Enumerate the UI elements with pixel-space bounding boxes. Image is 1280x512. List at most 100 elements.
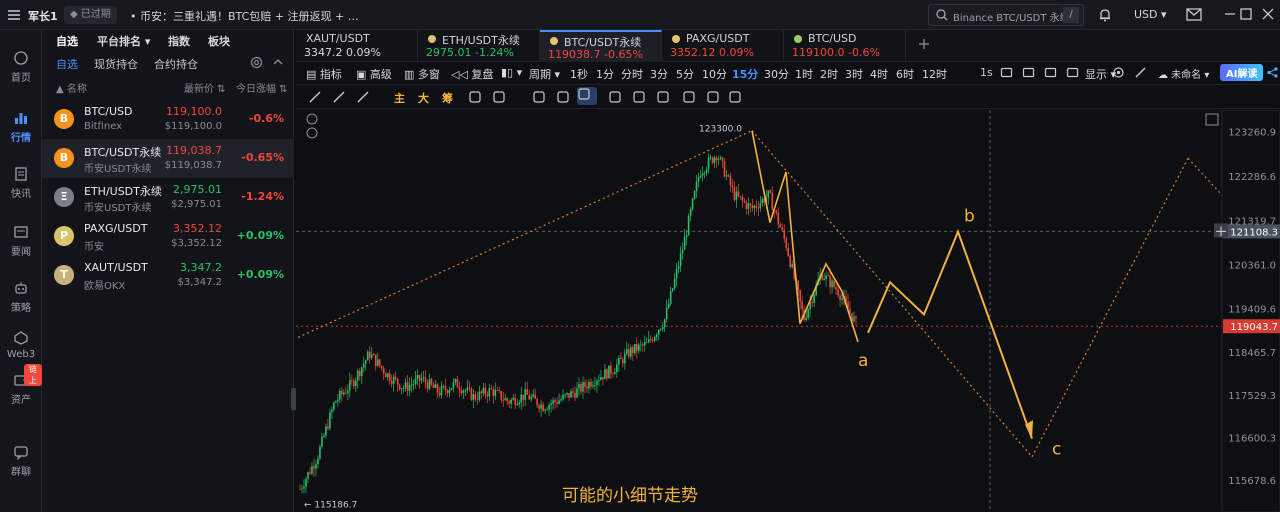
more-tools-icon[interactable] bbox=[356, 90, 369, 103]
note-icon[interactable] bbox=[656, 90, 669, 103]
replay-button[interactable]: ◁◁ 复盘 bbox=[451, 68, 494, 81]
nav-item-3[interactable]: 要闻 bbox=[0, 224, 42, 258]
news-ticker[interactable]: • 币安：三重礼遇！BTC包赔 + 注册返现 + … bbox=[130, 10, 359, 23]
copy-icon[interactable] bbox=[532, 90, 545, 103]
nav-item-0[interactable]: 首页 bbox=[0, 50, 42, 84]
nav-item-6[interactable]: 资产 链上 bbox=[0, 364, 42, 406]
tab-platform-rank[interactable]: 平台排名 ▾ bbox=[97, 35, 151, 48]
tab-index[interactable]: 指数 bbox=[168, 35, 190, 48]
nav-item-4[interactable]: 策略 bbox=[0, 280, 42, 314]
undo-icon[interactable] bbox=[682, 90, 695, 103]
ruler-icon[interactable] bbox=[556, 90, 569, 103]
nav-item-1[interactable]: 行情 bbox=[0, 110, 42, 144]
timeframe-3分[interactable]: 3分 bbox=[650, 68, 668, 81]
camera-icon[interactable] bbox=[1000, 66, 1013, 79]
timeframe-1时[interactable]: 1时 bbox=[795, 68, 813, 81]
candle-body bbox=[576, 388, 578, 398]
candle-body bbox=[667, 303, 670, 308]
symbol-tab[interactable]: BTC/USDT永续 119038.7 -0.65% bbox=[540, 30, 662, 62]
timeframe-4时[interactable]: 4时 bbox=[870, 68, 888, 81]
username[interactable]: 军长1 bbox=[28, 10, 58, 23]
share-icon[interactable] bbox=[1266, 66, 1279, 79]
timeframe-30分[interactable]: 30分 bbox=[764, 68, 789, 81]
col-change[interactable]: 今日涨幅 ⇅ bbox=[236, 84, 288, 95]
watchlist-subtabs: 自选 现货持仓 合约持仓 bbox=[42, 54, 294, 72]
symbol-tab[interactable]: PAXG/USDT 3352.12 0.09% bbox=[662, 30, 784, 62]
timeframe-1分[interactable]: 1分 bbox=[596, 68, 614, 81]
bell-icon[interactable] bbox=[1098, 8, 1112, 25]
minimize-icon[interactable] bbox=[1224, 8, 1236, 23]
nav-item-2[interactable]: 快讯 bbox=[0, 166, 42, 200]
currency-select[interactable]: USD ▾ bbox=[1134, 8, 1167, 21]
close-icon[interactable] bbox=[1262, 8, 1274, 23]
subtab-favorites[interactable]: 自选 bbox=[56, 58, 78, 71]
symbol-tab[interactable]: ETH/USDT永续 2975.01 -1.24% bbox=[418, 30, 540, 62]
add-tab-icon[interactable] bbox=[918, 38, 930, 53]
search-box[interactable]: Binance BTC/USDT 永续 / bbox=[928, 4, 1084, 26]
draw-tool-0[interactable]: 主 bbox=[394, 92, 405, 105]
display-button[interactable]: 显示 ▾ bbox=[1085, 68, 1117, 81]
watchlist-row[interactable]: T XAUT/USDT 欧易OKX 3,347.2 $3,347.2 +0.09% bbox=[42, 256, 294, 295]
timeframe-15分[interactable]: 15分 bbox=[732, 68, 759, 81]
candle-body bbox=[727, 175, 730, 177]
col-price[interactable]: 最新价 ⇅ bbox=[184, 84, 226, 95]
watchlist-row[interactable]: Ξ ETH/USDT永续 币安USDT永续 2,975.01 $2,975.01 -1.2… bbox=[42, 178, 294, 217]
watchlist-row[interactable]: B BTC/USDT永续 币安USDT永续 119,038.7 $119,038.7 -0… bbox=[42, 139, 294, 178]
layout-icon[interactable] bbox=[1066, 66, 1079, 79]
draw-tool-1[interactable]: 大 bbox=[418, 92, 429, 105]
chart-type-button[interactable]: ▮▯ ▾ bbox=[501, 66, 523, 79]
line-tool-icon[interactable] bbox=[308, 90, 321, 103]
candle-icon[interactable] bbox=[608, 90, 621, 103]
magnet-icon[interactable] bbox=[468, 90, 481, 103]
collapse-icon[interactable] bbox=[272, 57, 284, 70]
trash-icon[interactable] bbox=[728, 90, 741, 103]
timeframe-2时[interactable]: 2时 bbox=[820, 68, 838, 81]
subtab-futures[interactable]: 合约持仓 bbox=[154, 58, 198, 71]
layout-name-button[interactable]: ☁ 未命名 ▾ bbox=[1158, 70, 1210, 81]
menu-icon[interactable] bbox=[8, 9, 20, 21]
fullscreen-icon[interactable] bbox=[1044, 66, 1057, 79]
watchlist-row[interactable]: P PAXG/USDT 币安 3,352.12 $3,352.12 +0.09% bbox=[42, 217, 294, 256]
timeframe-分时[interactable]: 分时 bbox=[621, 68, 643, 81]
candle-body bbox=[414, 378, 417, 385]
filter-icon[interactable] bbox=[706, 90, 719, 103]
col-name[interactable]: ▲ 名称 bbox=[56, 84, 87, 95]
interval-label[interactable]: 1s bbox=[980, 66, 993, 79]
timeframe-5分[interactable]: 5分 bbox=[676, 68, 694, 81]
ai-button[interactable]: AI解读 bbox=[1220, 64, 1264, 81]
clone-icon[interactable] bbox=[632, 90, 645, 103]
candle-body bbox=[518, 402, 521, 405]
search-input[interactable]: Binance BTC/USDT 永续 bbox=[953, 13, 1070, 24]
mail-icon[interactable] bbox=[1186, 8, 1202, 24]
timeframe-10分[interactable]: 10分 bbox=[702, 68, 727, 81]
timeframe-1秒[interactable]: 1秒 bbox=[570, 68, 588, 81]
period-button[interactable]: 周期 ▾ bbox=[529, 68, 561, 81]
candle-body bbox=[339, 390, 341, 400]
price-chart[interactable]: 123260.9 122286.6 121319.7 120361.0 119409.6… bbox=[296, 109, 1280, 512]
symbol-tab[interactable]: XAUT/USDT 3347.2 0.09% bbox=[296, 30, 418, 62]
multi-window-button[interactable]: ▥ 多窗 bbox=[404, 68, 440, 81]
tab-favorites[interactable]: 自选 bbox=[56, 35, 78, 48]
tab-sectors[interactable]: 板块 bbox=[208, 35, 230, 48]
timeframe-12时[interactable]: 12时 bbox=[922, 68, 947, 81]
brush-active-icon[interactable] bbox=[577, 87, 597, 105]
timeframe-3时[interactable]: 3时 bbox=[845, 68, 863, 81]
hline-tool-icon[interactable] bbox=[332, 90, 345, 103]
indicators-button[interactable]: ▤ 指标 bbox=[306, 68, 342, 81]
panel-collapse-handle[interactable] bbox=[291, 388, 297, 410]
subtab-spot[interactable]: 现货持仓 bbox=[94, 58, 138, 71]
settings-gear-icon[interactable] bbox=[1112, 66, 1125, 79]
chart-canvas[interactable]: 123260.9 122286.6 121319.7 120361.0 119409.6… bbox=[296, 109, 1280, 512]
watchlist-row[interactable]: B BTC/USD Bitfinex 119,100.0 $119,100.0 -0.6% bbox=[42, 100, 294, 139]
settings-icon[interactable] bbox=[250, 56, 263, 72]
brush-icon[interactable] bbox=[1134, 66, 1147, 79]
draw-tool-2[interactable]: 筹 bbox=[442, 92, 453, 105]
maximize-icon[interactable] bbox=[1240, 8, 1252, 23]
symbol-tab[interactable]: BTC/USD 119100.0 -0.6% bbox=[784, 30, 906, 62]
pencil-icon[interactable] bbox=[1022, 66, 1035, 79]
advanced-button[interactable]: ▣ 高级 bbox=[356, 68, 392, 81]
timeframe-6时[interactable]: 6时 bbox=[896, 68, 914, 81]
nav-item-7[interactable]: 群聊 bbox=[0, 444, 42, 478]
eraser-icon[interactable] bbox=[492, 90, 505, 103]
nav-item-5[interactable]: Web3 bbox=[0, 330, 42, 360]
